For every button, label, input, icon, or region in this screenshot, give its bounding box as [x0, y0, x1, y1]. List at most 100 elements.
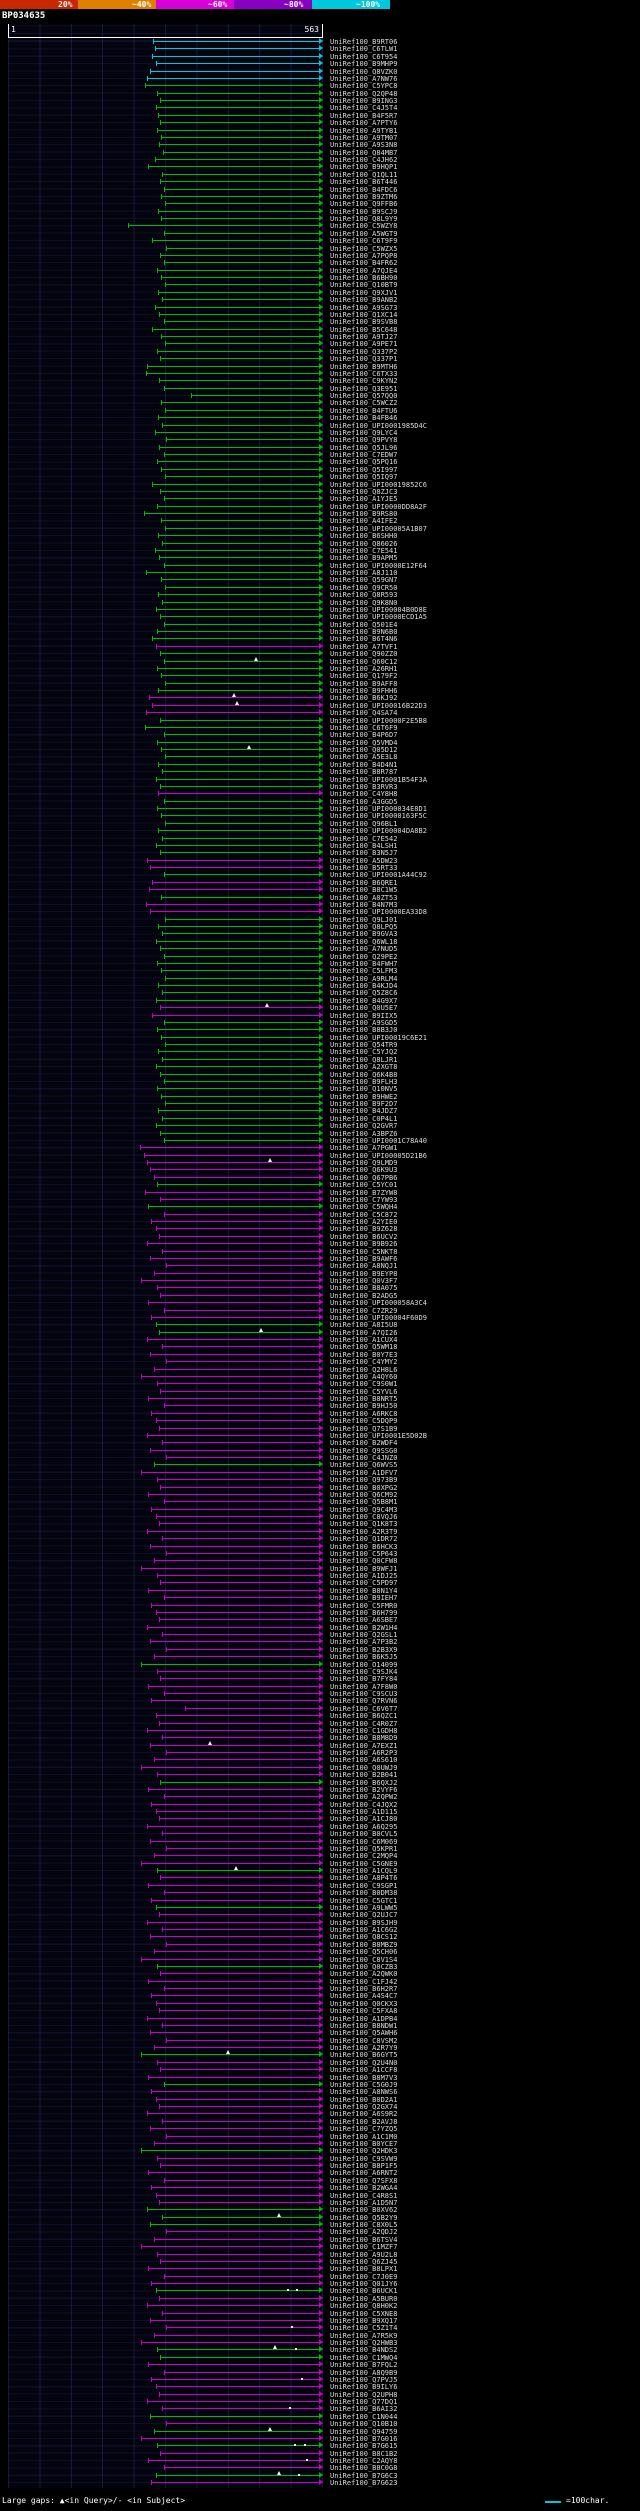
hit-label[interactable]: UniRef100_Q2QP48: [330, 90, 398, 98]
hit-label[interactable]: UniRef100_B8C0G8: [330, 2464, 398, 2472]
alignment-bar[interactable]: [157, 2251, 323, 2257]
alignment-bar[interactable]: [161, 1093, 323, 1099]
alignment-bar[interactable]: [166, 1262, 323, 1268]
hit-label[interactable]: UniRef100_C9S0W1: [330, 1380, 398, 1388]
alignment-bar[interactable]: [152, 326, 323, 332]
alignment-bar[interactable]: [165, 584, 323, 590]
alignment-bar[interactable]: [162, 2310, 323, 2316]
alignment-bar[interactable]: [150, 1638, 323, 1644]
hit-label[interactable]: UniRef100_B8NDW1: [330, 2022, 398, 2030]
hit-label[interactable]: UniRef100_C0P4L1: [330, 1115, 398, 1123]
alignment-bar[interactable]: [157, 739, 323, 745]
alignment-bar[interactable]: [160, 1779, 323, 1785]
hit-label[interactable]: UniRef100_A5E3L8: [330, 753, 398, 761]
alignment-bar[interactable]: [164, 621, 323, 627]
alignment-bar[interactable]: [159, 2103, 323, 2109]
alignment-bar[interactable]: [141, 2050, 323, 2057]
hit-label[interactable]: UniRef100_C5FMR0: [330, 1602, 398, 1610]
alignment-bar[interactable]: [158, 1048, 323, 1054]
alignment-bar[interactable]: [159, 2295, 323, 2301]
hit-label[interactable]: UniRef100_B2AVJ8: [330, 2118, 398, 2126]
alignment-bar[interactable]: [161, 274, 323, 280]
hit-label[interactable]: UniRef100_B7FY84: [330, 1675, 398, 1683]
hit-label[interactable]: UniRef100_A8NWS6: [330, 2088, 398, 2096]
hit-label[interactable]: UniRef100_Q6K9U3: [330, 1166, 398, 1174]
alignment-bar[interactable]: [162, 2405, 323, 2411]
hit-label[interactable]: UniRef100_Q2GVR7: [330, 1122, 398, 1130]
hit-label[interactable]: UniRef100_C1FJ42: [330, 1978, 398, 1986]
hit-label[interactable]: UniRef100_B8C1W5: [330, 886, 398, 894]
alignment-bar[interactable]: [150, 1933, 323, 1939]
alignment-bar[interactable]: [165, 680, 323, 686]
alignment-bar[interactable]: [162, 768, 323, 774]
alignment-bar[interactable]: [164, 230, 323, 236]
alignment-bar[interactable]: [156, 2192, 323, 2198]
alignment-bar[interactable]: [164, 1690, 323, 1696]
alignment-bar[interactable]: [159, 554, 323, 560]
alignment-bar[interactable]: [164, 2177, 323, 2183]
alignment-bar[interactable]: [164, 1402, 323, 1408]
alignment-bar[interactable]: [156, 1513, 323, 1519]
alignment-bar[interactable]: [154, 1270, 323, 1276]
hit-label[interactable]: UniRef100_A4S4C7: [330, 1992, 398, 2000]
alignment-bar[interactable]: [151, 1314, 323, 1320]
hit-label[interactable]: UniRef100_B3N5J7: [330, 849, 398, 857]
alignment-bar[interactable]: [155, 45, 323, 51]
alignment-bar[interactable]: [151, 1602, 323, 1608]
hit-label[interactable]: UniRef100_Q7S1B9: [330, 1425, 398, 1433]
hit-label[interactable]: UniRef100_C8V1S4: [330, 1956, 398, 1964]
alignment-bar[interactable]: [161, 1034, 323, 1040]
alignment-bar[interactable]: [150, 2029, 323, 2035]
hit-label[interactable]: UniRef100_B2ADG5: [330, 1292, 398, 1300]
hit-label[interactable]: UniRef100_UPI00019852C6: [330, 481, 427, 489]
alignment-bar[interactable]: [147, 1336, 323, 1342]
alignment-bar[interactable]: [147, 2110, 323, 2116]
hit-label[interactable]: UniRef100_B4P6D7: [330, 731, 398, 739]
alignment-bar[interactable]: [156, 1225, 323, 1231]
alignment-bar[interactable]: [162, 171, 323, 177]
alignment-bar[interactable]: [163, 149, 323, 155]
alignment-bar[interactable]: [147, 2015, 323, 2021]
hit-label[interactable]: UniRef100_B9APM5: [330, 554, 398, 562]
alignment-bar[interactable]: [160, 1874, 323, 1880]
alignment-bar[interactable]: [165, 407, 323, 413]
hit-label[interactable]: UniRef100_O14099: [330, 1661, 398, 1669]
hit-label[interactable]: UniRef100_A2R7Y9: [330, 2044, 398, 2052]
alignment-bar[interactable]: [159, 2391, 323, 2397]
alignment-bar[interactable]: [141, 1860, 323, 1866]
alignment-bar[interactable]: [154, 2236, 323, 2242]
alignment-bar[interactable]: [147, 2206, 323, 2212]
hit-label[interactable]: UniRef100_B7G615: [330, 2442, 398, 2450]
alignment-bar[interactable]: [164, 1985, 323, 1991]
alignment-bar[interactable]: [152, 635, 323, 641]
hit-label[interactable]: UniRef100_C4JH62: [330, 156, 398, 164]
hit-label[interactable]: UniRef100_B8M7V3: [330, 2074, 398, 2082]
hit-label[interactable]: UniRef100_B0Y7E3: [330, 1351, 398, 1359]
alignment-bar[interactable]: [157, 1181, 323, 1187]
alignment-bar[interactable]: [156, 1321, 323, 1327]
alignment-bar[interactable]: [148, 1395, 323, 1401]
alignment-bar[interactable]: [151, 2280, 323, 2286]
alignment-bar[interactable]: [152, 237, 323, 243]
alignment-bar[interactable]: [165, 975, 323, 981]
alignment-bar[interactable]: [162, 989, 323, 995]
hit-label[interactable]: UniRef100_UPI0001A44C92: [330, 871, 427, 879]
alignment-bar[interactable]: [159, 1616, 323, 1622]
alignment-bar[interactable]: [157, 1771, 323, 1777]
alignment-bar[interactable]: [161, 745, 323, 752]
alignment-bar[interactable]: [162, 1926, 323, 1932]
alignment-bar[interactable]: [156, 1609, 323, 1615]
alignment-bar[interactable]: [160, 613, 323, 619]
alignment-bar[interactable]: [158, 923, 323, 929]
hit-label[interactable]: UniRef100_Q6WL18: [330, 938, 398, 946]
alignment-bar[interactable]: [161, 812, 323, 818]
hit-label[interactable]: UniRef100_A9S3N8: [330, 141, 398, 149]
alignment-bar[interactable]: [158, 761, 323, 767]
hit-label[interactable]: UniRef100_C7EDW7: [330, 451, 398, 459]
hit-label[interactable]: UniRef100_B7ZYW8: [330, 1189, 398, 1197]
hit-label[interactable]: UniRef100_C5XNE8: [330, 2310, 398, 2318]
hit-label[interactable]: UniRef100_C7YW93: [330, 1196, 398, 1204]
alignment-bar[interactable]: [164, 657, 323, 664]
hit-label[interactable]: UniRef100_C9SCU3: [330, 1690, 398, 1698]
hit-label[interactable]: UniRef100_UPI000034E8D1: [330, 805, 427, 813]
